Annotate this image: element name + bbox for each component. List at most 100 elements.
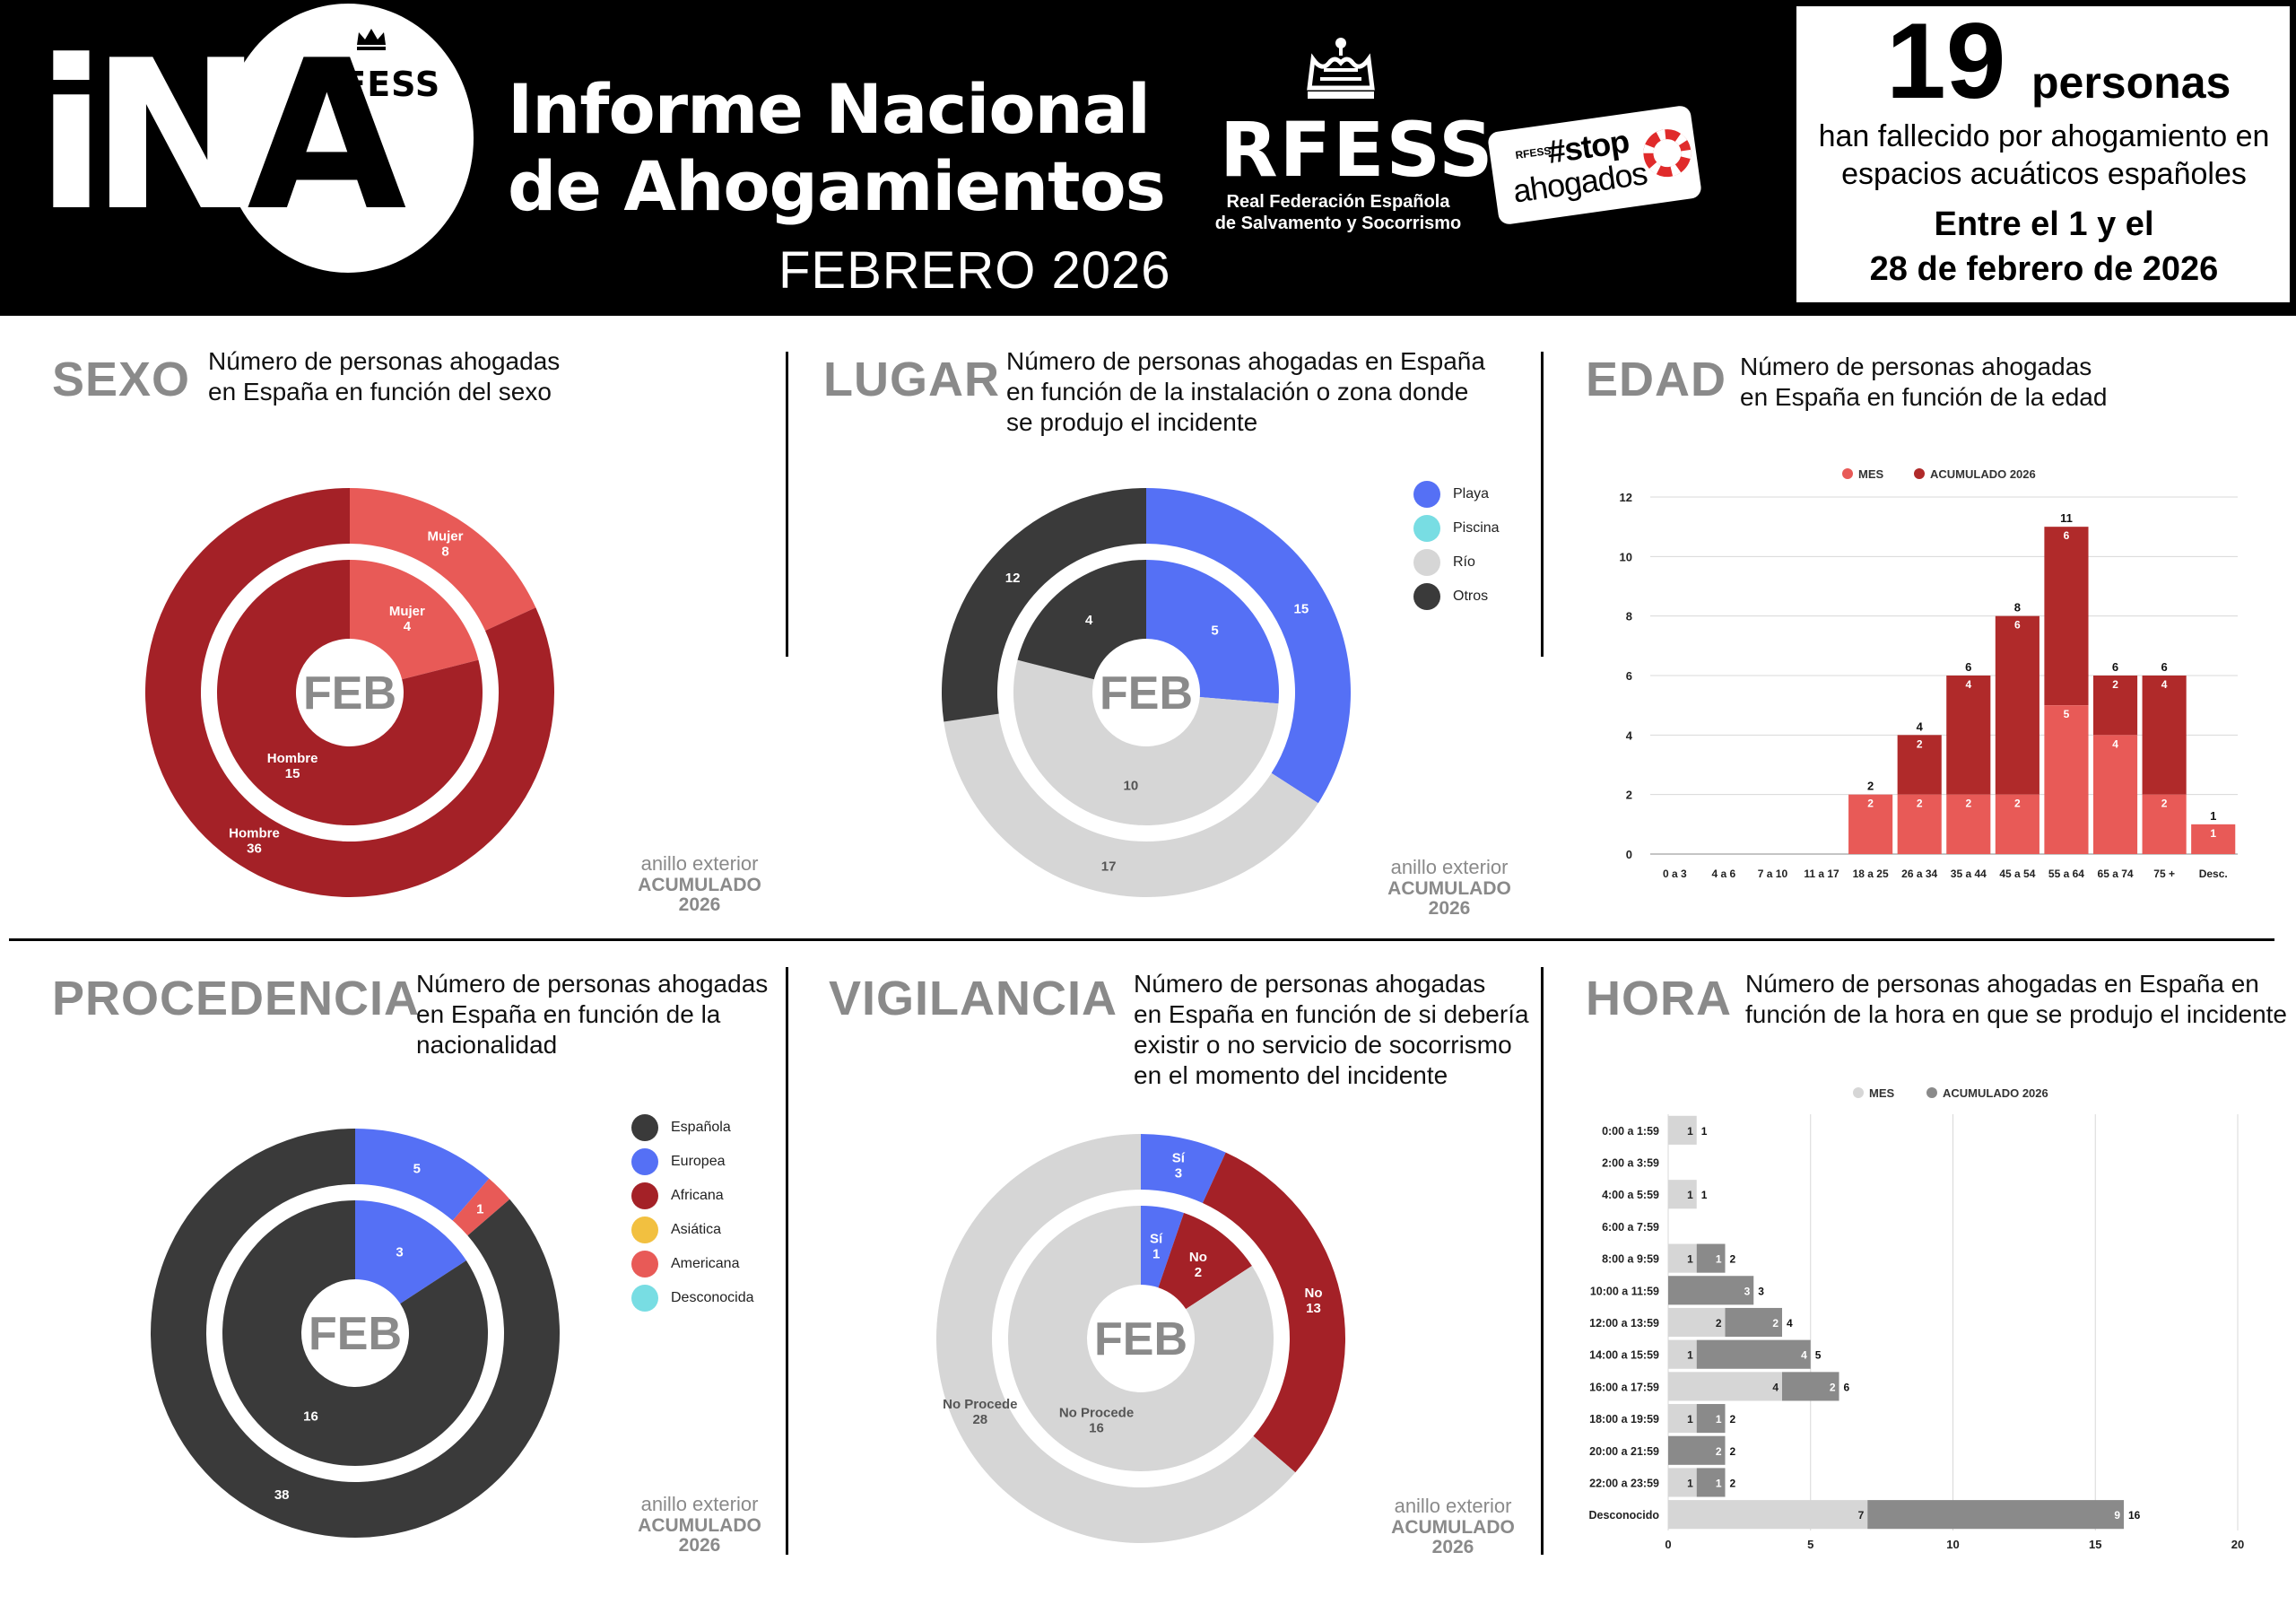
donut-slice-sí	[1141, 1134, 1226, 1204]
data-label-total: 1	[1701, 1189, 1708, 1201]
legend-label: Americana	[671, 1256, 740, 1271]
legend-label: Africana	[671, 1188, 724, 1203]
bar-acumulado	[1696, 1468, 1726, 1497]
summary-period-line1: Entre el 1 y el	[1934, 205, 2154, 243]
donut-label: No 2	[1189, 1250, 1207, 1280]
data-label-mes: 1	[1687, 1413, 1693, 1426]
donut-slice-playa	[1146, 488, 1351, 804]
rfess-full-name-line1: Real Federación Española	[1226, 192, 1450, 212]
data-label-acumulado: 1	[1716, 1477, 1722, 1489]
donut-slice-europea	[355, 1200, 466, 1304]
x-tick-label: 20	[2231, 1538, 2244, 1551]
summary-line1: han fallecido por ahogamiento en	[1818, 119, 2270, 153]
legend-swatch	[631, 1251, 658, 1278]
donut-slice-mujer	[350, 488, 536, 632]
section-desc-edad: Número de personas ahogadas en España en…	[1740, 353, 2108, 411]
x-tick-label: 55 a 64	[2048, 868, 2084, 880]
bar-acumulado	[1696, 1243, 1726, 1273]
bar-mes	[1995, 794, 2039, 854]
data-label-acumulado: 4	[1801, 1349, 1807, 1362]
legend-swatch	[1842, 468, 1853, 479]
bar-acumulado	[1696, 1404, 1726, 1434]
y-tick-label: 18:00 a 19:59	[1589, 1413, 1659, 1426]
x-tick-label: 45 a 54	[1999, 868, 2035, 880]
donut-label: 17	[1101, 859, 1117, 874]
x-tick-label: 11 a 17	[1804, 868, 1839, 880]
lifebuoy-icon	[1643, 129, 1692, 178]
legend-label: Río	[1453, 554, 1475, 570]
bar-acumulado	[2142, 676, 2187, 795]
bar-acumulado	[1946, 676, 1991, 795]
crown-icon	[1307, 38, 1375, 99]
donut-slice-no-procede	[936, 1134, 1296, 1543]
donut-label: No Procede 16	[1059, 1405, 1134, 1435]
x-tick-label: 0 a 3	[1663, 868, 1687, 880]
x-tick-label: 75 +	[2153, 868, 2175, 880]
section-title-edad: EDAD	[1586, 353, 1727, 406]
donut-label: 1	[476, 1202, 483, 1217]
legend-item: Española	[631, 1111, 754, 1145]
data-label-total: 11	[2060, 511, 2073, 525]
donut-slice-española	[222, 1200, 488, 1466]
section-desc-vigilancia: Número de personas ahogadas en España en…	[1134, 970, 1529, 1089]
data-label-mes: 2	[1867, 798, 1874, 810]
legend-label: Desconocida	[671, 1290, 754, 1305]
donut-label: Sí 3	[1172, 1151, 1186, 1182]
donut-slice-sí	[1141, 1206, 1185, 1288]
data-label-mes: 1	[2210, 827, 2216, 840]
data-label-mes: 1	[1687, 1253, 1693, 1266]
data-label-acumulado: 2	[1830, 1381, 1836, 1393]
legend-label: Europea	[671, 1154, 726, 1169]
donut-center-label: FEB	[1100, 667, 1193, 719]
divider	[1541, 967, 1544, 1555]
legend-swatch	[631, 1182, 658, 1209]
legend-swatch	[1413, 583, 1440, 610]
ina-logo-circle	[222, 4, 474, 273]
data-label-acumulado: 1	[1716, 1413, 1722, 1426]
bar-mes	[1946, 794, 1991, 854]
data-label-total: 2	[1730, 1445, 1736, 1458]
donut-label: 16	[303, 1408, 318, 1424]
legend-label: Española	[671, 1120, 731, 1135]
donut-label: No 13	[1304, 1286, 1322, 1316]
donut-slice-río	[1013, 659, 1279, 825]
donut-slice-europea	[355, 1129, 490, 1221]
summary-box: 19 personas han fallecido por ahogamient…	[1794, 3, 2292, 305]
data-label-mes: 1	[1687, 1125, 1693, 1138]
y-tick-label: 4:00 a 5:59	[1602, 1189, 1659, 1201]
donut-label: 5	[1211, 624, 1218, 639]
bar-mes	[1668, 1115, 1697, 1145]
legend-item: Desconocida	[631, 1281, 754, 1315]
y-tick-label: 8	[1626, 610, 1632, 624]
x-tick-label: 18 a 25	[1853, 868, 1889, 880]
report-title-line1: Informe Nacional	[508, 69, 1151, 149]
section-title-sexo: SEXO	[52, 353, 191, 406]
legend-label: Playa	[1453, 486, 1490, 501]
donut-chart-procedencia: 3 16 5 1 38 FEB	[151, 1129, 561, 1538]
total-deaths-unit: personas	[2031, 57, 2231, 108]
donut-center-label: FEB	[303, 667, 396, 719]
summary-line2: espacios acuáticos españoles	[1841, 157, 2247, 191]
donut-slice-río	[944, 713, 1318, 897]
donut-slice-mujer	[350, 560, 479, 680]
data-label-mes: 2	[1716, 1317, 1722, 1330]
ring-note: anillo exterior ACUMULADO 2026	[638, 852, 761, 915]
legend-swatch	[1413, 515, 1440, 542]
legend-item: Playa	[1413, 477, 1500, 511]
bar-mes	[2191, 824, 2236, 854]
legend-item: Otros	[1413, 580, 1500, 614]
legend-label: MES	[1858, 467, 1884, 481]
x-tick-label: 26 a 34	[1901, 868, 1937, 880]
donut-label: Mujer 8	[427, 528, 463, 559]
divider	[9, 938, 2274, 941]
stop-ahogados-badge: RFESS #stop ahogados	[1486, 104, 1703, 226]
crown-icon	[357, 29, 386, 50]
y-tick-label: 2	[1626, 789, 1632, 802]
bar-acumulado	[2044, 527, 2089, 706]
y-tick-label: 16:00 a 17:59	[1589, 1381, 1659, 1393]
data-label-inner: 6	[2064, 529, 2070, 542]
y-tick-label: 12:00 a 13:59	[1589, 1317, 1659, 1330]
data-label-mes: 5	[2064, 708, 2070, 720]
legend-swatch	[1413, 549, 1440, 576]
bar-acumulado	[1897, 735, 1942, 795]
